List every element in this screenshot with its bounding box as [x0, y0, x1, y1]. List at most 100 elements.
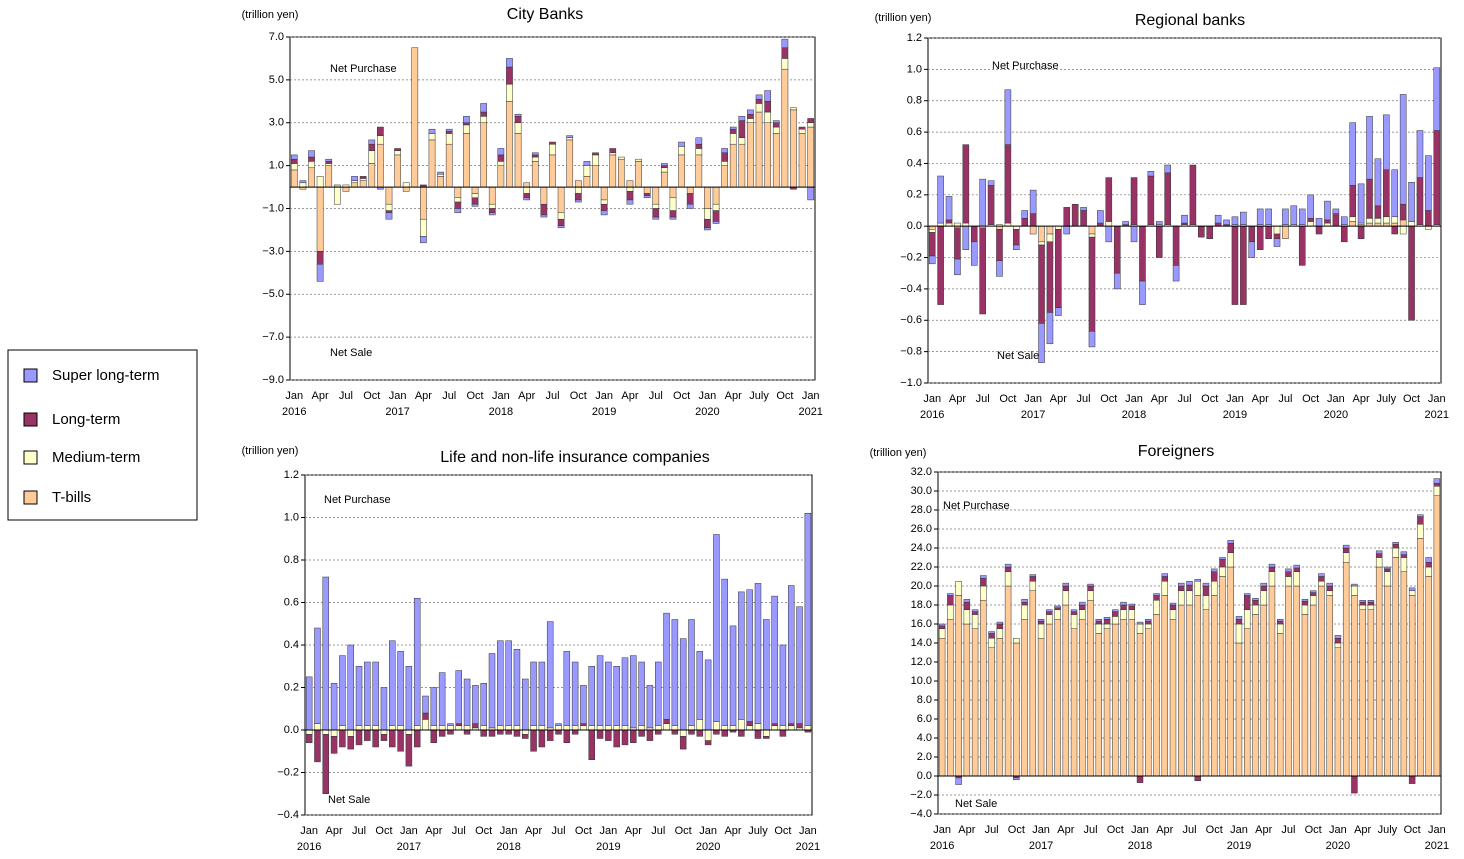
bar-segment	[790, 107, 797, 111]
x-tick-label: Oct	[776, 390, 793, 402]
bar-segment	[1145, 623, 1152, 629]
bar-segment	[1392, 543, 1399, 549]
x-tick-label: Jan	[799, 825, 817, 837]
bar-segment	[1351, 585, 1358, 596]
bar-segment	[1349, 216, 1356, 222]
bar-segment	[1214, 214, 1222, 224]
x-tick-label: Oct	[1008, 824, 1025, 836]
x-tick-label: Jul	[651, 825, 665, 837]
bar-segment	[971, 628, 979, 777]
bar-segment	[513, 729, 521, 737]
legend-label: T-bills	[52, 489, 91, 506]
y-tick-label: 3.0	[269, 117, 284, 129]
bar-segment	[1268, 571, 1276, 587]
x-year-label: 2019	[592, 406, 616, 418]
bar-segment	[1366, 218, 1373, 224]
bar-segment	[787, 725, 795, 731]
bar-segment	[308, 161, 315, 169]
bar-segment	[1315, 225, 1323, 235]
y-tick-label: −3.0	[262, 245, 284, 257]
y-tick-label: −0.8	[900, 346, 922, 358]
bar-segment	[454, 186, 462, 199]
bar-segment	[523, 182, 531, 188]
bar-segment	[747, 113, 754, 119]
bar-segment	[497, 640, 504, 726]
bar-segment	[1087, 590, 1094, 601]
bar-segment	[1400, 571, 1408, 777]
bar-segment	[488, 186, 496, 205]
bar-segment	[807, 186, 815, 201]
bar-segment	[402, 186, 410, 192]
bar-segment	[979, 178, 986, 227]
y-tick-label: 0.2	[284, 681, 299, 693]
bar-segment	[643, 186, 651, 194]
bar-segment	[1013, 638, 1020, 644]
y-tick-label: 28.0	[911, 504, 932, 516]
bar-segment	[618, 158, 625, 188]
bar-segment	[721, 148, 728, 154]
bar-segment	[314, 729, 321, 763]
legend-swatch	[23, 368, 38, 383]
bar-segment	[1070, 614, 1078, 629]
bar-segment	[980, 575, 987, 579]
bar-segment	[646, 729, 654, 741]
bar-segment	[638, 729, 645, 737]
bar-segment	[947, 619, 954, 777]
bar-segment	[704, 227, 711, 231]
bar-segment	[1318, 576, 1325, 582]
bar-segment	[566, 135, 574, 139]
bar-segment	[987, 185, 995, 225]
bar-segment	[455, 725, 463, 731]
bar-segment	[1021, 599, 1028, 603]
bar-segment	[798, 128, 806, 134]
bar-segment	[592, 152, 599, 156]
x-tick-label: Apr	[958, 824, 975, 836]
bar-segment	[1038, 323, 1045, 363]
bar-segment	[480, 111, 487, 117]
bar-segment	[669, 210, 677, 218]
y-tick-label: 1.2	[284, 469, 299, 481]
bar-segment	[1408, 775, 1416, 784]
bar-segment	[1080, 210, 1087, 227]
bar-segment	[787, 723, 795, 726]
x-year-label: 2016	[282, 406, 306, 418]
bar-segment	[712, 186, 720, 205]
bar-segment	[996, 621, 1004, 625]
bar-segment	[1425, 210, 1432, 227]
bar-segment	[355, 725, 363, 731]
bar-segment	[351, 182, 358, 188]
bar-segment	[1231, 216, 1239, 225]
bar-segment	[523, 186, 531, 194]
bar-segment	[1194, 581, 1201, 596]
bar-segment	[1004, 144, 1012, 224]
x-tick-label: Apr	[415, 390, 432, 402]
legend-label: Long-term	[52, 411, 120, 428]
bar-segment	[804, 725, 812, 731]
bar-segment	[1055, 229, 1062, 308]
bar-segment	[963, 623, 971, 777]
x-year-label: 2017	[385, 406, 409, 418]
bar-segment	[746, 721, 753, 726]
bar-segment	[695, 154, 703, 188]
bar-segment	[583, 165, 591, 177]
bar-segment	[804, 513, 812, 726]
bar-segment	[928, 232, 936, 257]
bar-segment	[428, 128, 436, 134]
legend-box	[7, 349, 198, 521]
bar-segment	[945, 196, 953, 221]
bar-segment	[1013, 642, 1020, 777]
bar-segment	[1240, 211, 1247, 225]
bar-segment	[787, 585, 795, 724]
bar-segment	[696, 651, 704, 720]
bar-segment	[779, 725, 787, 731]
bar-segment	[330, 729, 338, 737]
bar-segment	[1240, 225, 1247, 305]
bar-segment	[1103, 623, 1111, 629]
x-tick-label: Oct	[1404, 824, 1421, 836]
bar-segment	[1235, 623, 1243, 644]
bar-segment	[1181, 214, 1188, 224]
bar-segment	[1408, 221, 1415, 227]
bar-segment	[1235, 642, 1243, 777]
bar-segment	[790, 109, 797, 188]
y-tick-label: 0.6	[284, 596, 299, 608]
